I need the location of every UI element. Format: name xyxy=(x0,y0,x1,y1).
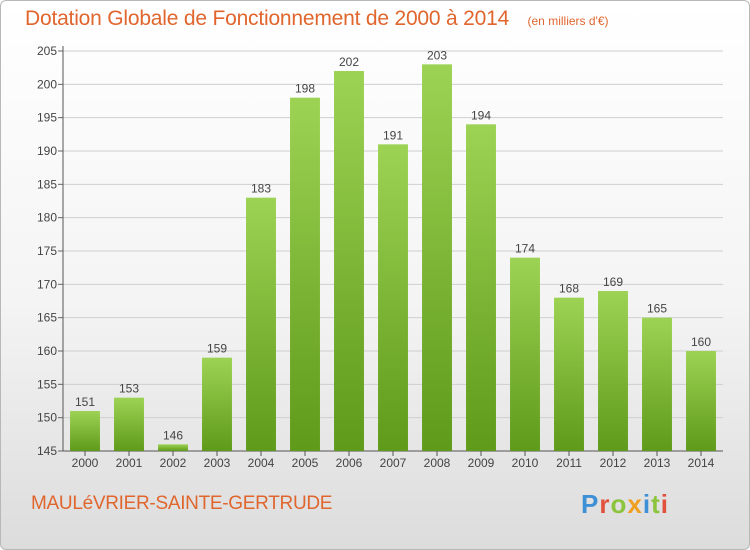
bar xyxy=(422,64,452,452)
chart-title: Dotation Globale de Fonctionnement de 20… xyxy=(25,7,510,30)
data-label: 160 xyxy=(691,335,711,349)
x-tick-label: 2007 xyxy=(380,456,407,470)
commune-name: MAULéVRIER-SAINTE-GERTRUDE xyxy=(31,493,333,514)
y-tick-label: 180 xyxy=(37,211,57,225)
x-tick-label: 2008 xyxy=(424,456,451,470)
x-tick-label: 2012 xyxy=(600,456,627,470)
data-label: 174 xyxy=(515,242,535,256)
bar-chart: 151 153 146 159 183 198 202 191 203 194 174 168 169 1… xyxy=(37,44,723,470)
y-tick-label: 145 xyxy=(37,444,57,458)
chart-subtitle: (en milliers d'€) xyxy=(527,14,609,28)
data-label: 191 xyxy=(383,128,403,142)
data-label: 146 xyxy=(163,428,183,442)
bar xyxy=(114,397,144,451)
bars xyxy=(70,64,716,452)
bar xyxy=(510,257,540,451)
y-tick-labels: 145 150 155 160 165 170 175 180 185 190 195 200 205 xyxy=(37,44,57,458)
bar xyxy=(466,124,496,451)
data-label: 194 xyxy=(471,108,491,122)
y-tick-label: 165 xyxy=(37,311,57,325)
x-tick-label: 2010 xyxy=(512,456,539,470)
data-label: 169 xyxy=(603,275,623,289)
data-label: 153 xyxy=(119,382,139,396)
bar xyxy=(202,357,232,451)
y-tick-label: 175 xyxy=(37,244,57,258)
data-label: 168 xyxy=(559,282,579,296)
x-tick-label: 2006 xyxy=(336,456,363,470)
data-label: 183 xyxy=(251,182,271,196)
bar xyxy=(378,144,408,452)
x-tick-label: 2005 xyxy=(292,456,319,470)
x-tick-label: 2011 xyxy=(556,456,582,470)
bar xyxy=(334,71,364,451)
bar xyxy=(70,411,100,451)
x-tick-label: 2003 xyxy=(204,456,231,470)
x-tick-label: 2000 xyxy=(72,456,99,470)
data-label: 151 xyxy=(75,395,95,409)
bar xyxy=(246,197,276,451)
x-tick-label: 2013 xyxy=(644,456,671,470)
bar xyxy=(554,297,584,451)
x-tick-label: 2009 xyxy=(468,456,495,470)
x-tick-label: 2001 xyxy=(116,456,143,470)
y-tick-label: 190 xyxy=(37,144,57,158)
y-tick-label: 155 xyxy=(37,377,57,391)
bar xyxy=(598,291,628,451)
proxiti-logo[interactable]: Proxiti xyxy=(581,489,669,519)
data-label: 165 xyxy=(647,302,667,316)
chart-header: Dotation Globale de Fonctionnement de 20… xyxy=(25,7,609,31)
bar xyxy=(158,444,188,451)
bar xyxy=(686,351,716,451)
bar xyxy=(642,317,672,451)
x-tick-labels: 2000 2001 2002 2003 2004 2005 2006 2007 2008 2009… xyxy=(72,451,715,470)
y-tick-label: 185 xyxy=(37,177,57,191)
data-label: 198 xyxy=(295,82,315,96)
y-tick-label: 205 xyxy=(37,44,57,58)
data-labels: 151 153 146 159 183 198 202 191 203 194 174 168 169 1… xyxy=(75,48,711,442)
y-tick-label: 200 xyxy=(37,77,57,91)
y-tick-label: 160 xyxy=(37,344,57,358)
x-tick-label: 2004 xyxy=(248,456,275,470)
data-label: 159 xyxy=(207,342,227,356)
y-tick-label: 150 xyxy=(37,411,57,425)
bar xyxy=(290,97,320,452)
x-tick-label: 2014 xyxy=(688,456,715,470)
y-tick-label: 170 xyxy=(37,277,57,291)
data-label: 203 xyxy=(427,48,447,62)
y-tick-label: 195 xyxy=(37,111,57,125)
data-label: 202 xyxy=(339,55,359,69)
x-tick-label: 2002 xyxy=(160,456,187,470)
